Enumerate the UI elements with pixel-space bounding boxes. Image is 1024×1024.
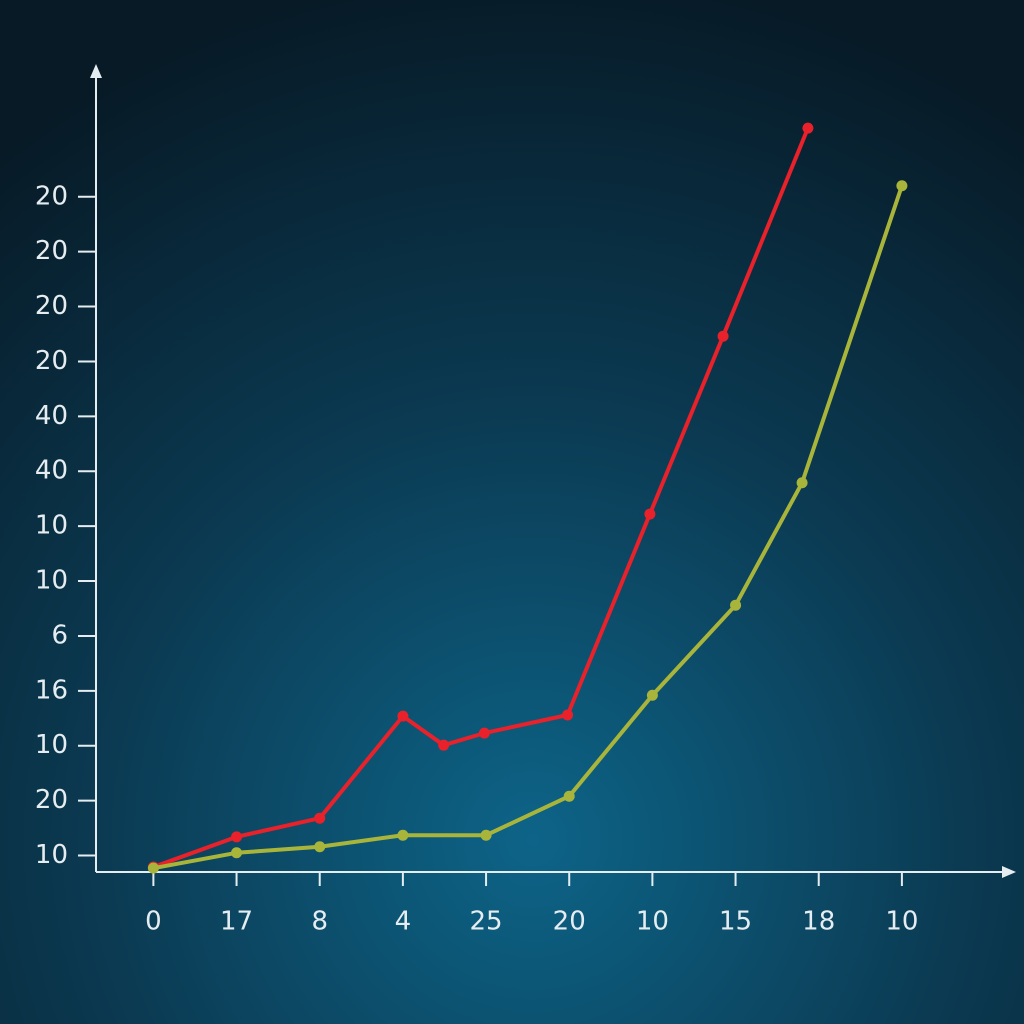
x-tick-label: 4: [395, 907, 412, 937]
y-tick-label: 40: [35, 456, 68, 486]
point: [796, 477, 808, 489]
point: [480, 829, 492, 841]
point: [563, 790, 575, 802]
point: [717, 330, 729, 342]
point: [314, 812, 326, 824]
y-tick-label: 16: [35, 675, 68, 705]
x-tick-label: 15: [719, 907, 752, 937]
point: [896, 180, 908, 192]
x-tick-label: 8: [311, 907, 328, 937]
y-tick-label: 20: [35, 236, 68, 266]
x-tick-label: 10: [885, 907, 918, 937]
line: [153, 185, 904, 871]
point: [147, 862, 159, 874]
y-tick-label: 20: [35, 346, 68, 376]
y-tick-label: 10: [35, 840, 68, 870]
point: [397, 829, 409, 841]
y-tick-label: 10: [35, 566, 68, 596]
point: [646, 689, 658, 701]
x-tick-label: 0: [145, 907, 162, 937]
point: [231, 847, 243, 859]
y-tick-label: 6: [51, 620, 68, 650]
point: [562, 709, 574, 721]
x-tick-label: 20: [553, 907, 586, 937]
point: [438, 739, 450, 751]
y-tick-label: 10: [35, 511, 68, 541]
line: [152, 127, 810, 869]
x-tick-label: 17: [220, 907, 253, 937]
x-tick-label: 18: [802, 907, 835, 937]
x-tick-label: 10: [636, 907, 669, 937]
point: [397, 710, 409, 722]
y-tick-label: 10: [35, 730, 68, 760]
x-tick-label: 25: [470, 907, 503, 937]
y-tick-label: 20: [35, 785, 68, 815]
y-tick-label: 40: [35, 401, 68, 431]
point: [314, 841, 326, 853]
point: [644, 508, 656, 520]
point: [802, 122, 814, 134]
y-tick-label: 20: [35, 291, 68, 321]
y-axis-arrow: [90, 64, 102, 78]
point: [730, 599, 742, 611]
point: [478, 727, 490, 739]
point: [231, 831, 243, 843]
x-axis-arrow: [1002, 866, 1016, 878]
y-tick-label: 20: [35, 181, 68, 211]
